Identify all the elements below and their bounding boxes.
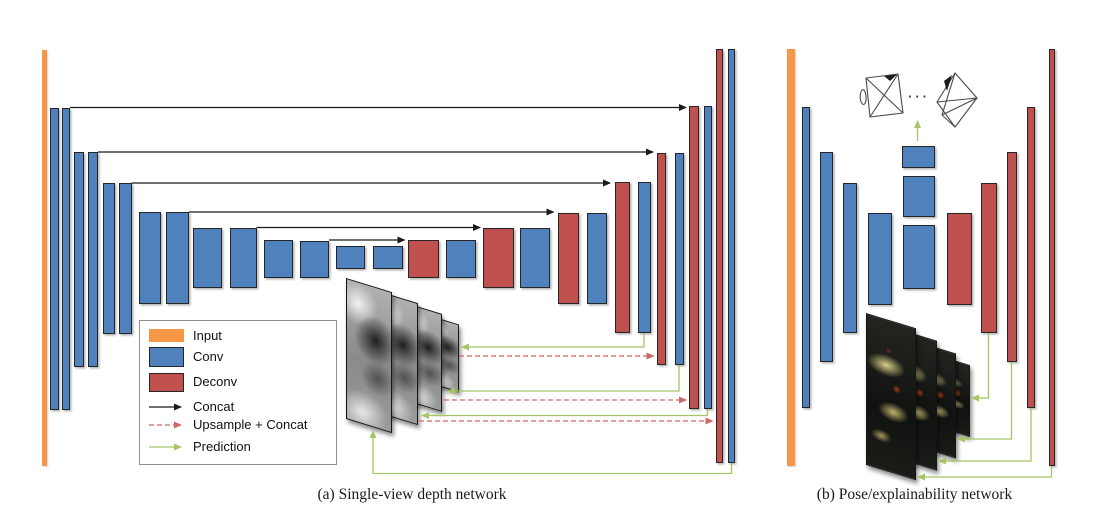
camera-frustum-icon xyxy=(936,72,978,128)
conv-bar xyxy=(801,107,810,408)
legend-arrow-sample xyxy=(149,403,182,410)
legend-swatch-deconv xyxy=(149,372,184,392)
legend-label: Concat xyxy=(193,398,235,414)
conv-block xyxy=(902,146,935,168)
prediction-arrow xyxy=(461,333,645,351)
legend-label: Prediction xyxy=(193,438,251,454)
deconv-bar xyxy=(483,228,514,288)
prediction-arrow xyxy=(369,430,733,475)
deconv-bar xyxy=(946,212,972,305)
conv-bar xyxy=(49,108,59,410)
conv-bar xyxy=(264,240,293,278)
prediction-arrow xyxy=(421,409,709,419)
input-bar xyxy=(787,49,795,466)
deconv-bar xyxy=(656,153,666,365)
conv-bar xyxy=(842,183,857,333)
conv-bar xyxy=(119,183,132,334)
legend-label: Input xyxy=(193,327,222,343)
conv-bar xyxy=(637,182,651,333)
legend-arrow-sample xyxy=(149,421,182,429)
conv-block xyxy=(902,176,935,217)
deconv-bar xyxy=(1026,107,1035,408)
ellipsis-dots: ··· xyxy=(908,89,930,104)
conv-bar xyxy=(138,212,161,304)
legend-label: Conv xyxy=(193,349,224,364)
legend-arrow-sample xyxy=(149,443,182,450)
caption-panel-b: (b) Pose/explainability network xyxy=(816,486,1013,503)
deconv-bar xyxy=(1048,49,1055,466)
deconv-bar xyxy=(557,212,579,304)
deconv-bar xyxy=(407,240,439,278)
conv-bar xyxy=(193,228,222,288)
conv-bar xyxy=(62,108,70,410)
prediction-arrow xyxy=(971,333,990,402)
deconv-bar xyxy=(614,182,630,333)
conv-bar xyxy=(587,212,607,304)
conv-bar xyxy=(300,241,329,278)
conv-bar xyxy=(336,246,365,269)
legend-label: Upsample + Concat xyxy=(193,417,308,432)
deconv-bar xyxy=(715,49,723,463)
conv-bar xyxy=(372,246,403,269)
conv-block xyxy=(902,225,935,289)
conv-bar xyxy=(73,152,84,367)
conv-bar xyxy=(703,106,712,409)
prediction-arrow xyxy=(447,365,680,395)
conv-bar xyxy=(868,212,892,305)
conv-bar xyxy=(446,240,476,278)
caption-panel-a: (a) Single-view depth network xyxy=(317,486,507,503)
legend-label: Deconv xyxy=(193,374,238,389)
camera-frustum-icon xyxy=(944,75,952,91)
conv-bar xyxy=(102,183,115,334)
legend-swatch-conv xyxy=(149,347,184,367)
conv-bar xyxy=(674,153,684,365)
conv-bar xyxy=(87,152,98,367)
deconv-bar xyxy=(689,106,699,409)
camera-frustum-icon xyxy=(865,73,904,118)
depth-map-image xyxy=(346,278,392,434)
prediction-arrow xyxy=(917,466,1053,481)
conv-bar xyxy=(820,152,833,362)
conv-bar xyxy=(166,212,189,304)
camera-frustum-icon xyxy=(859,89,867,105)
deconv-bar xyxy=(981,183,997,333)
conv-bar xyxy=(520,228,550,288)
explainability-mask-image xyxy=(866,313,916,481)
input-bar xyxy=(42,50,47,466)
deconv-bar xyxy=(1006,152,1017,362)
legend: Input Conv Deconv Concat Upsample + Concat Pr… xyxy=(139,320,337,465)
camera-frustum-icon xyxy=(884,74,897,81)
legend-swatch-input xyxy=(149,329,184,342)
camera-frustum-icon xyxy=(865,73,904,118)
conv-bar xyxy=(728,49,735,463)
camera-frustum-icon xyxy=(936,72,978,128)
conv-bar xyxy=(229,228,257,288)
